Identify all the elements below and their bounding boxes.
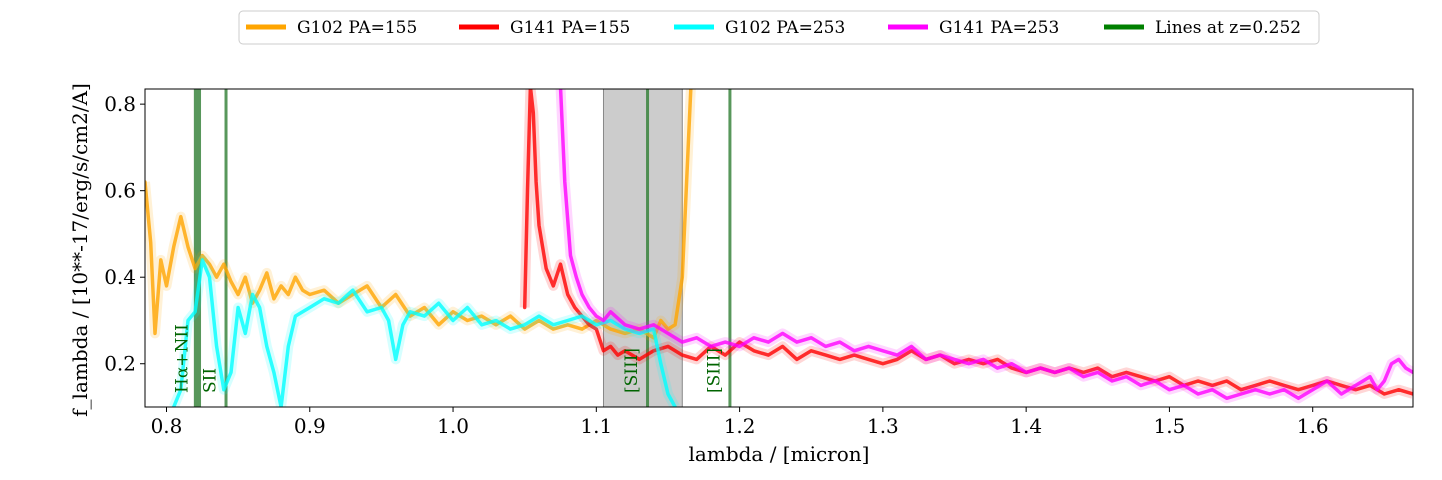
x-tick-label: 1.1 (580, 414, 612, 438)
legend: G102 PA=155 G141 PA=155 G102 PA=253 G141 PA… (238, 10, 1320, 45)
legend-label: G102 PA=155 (297, 18, 417, 38)
emission-line-label: SII (201, 368, 221, 393)
series-line-g141-pa-155 (522, 89, 1413, 396)
y-tick-label: 0.8 (104, 92, 136, 116)
x-tick-label: 1.4 (1010, 414, 1042, 438)
emission-line-marker (728, 89, 732, 407)
series-line-g102-pa-253 (171, 258, 677, 407)
x-tick-label: 1.0 (437, 414, 469, 438)
series-line-g141-pa-253 (558, 89, 1413, 401)
x-tick-label: 1.6 (1297, 414, 1329, 438)
legend-box (238, 10, 1320, 45)
x-axis-label: lambda / [micron] (689, 442, 870, 466)
legend-label: Lines at z=0.252 (1155, 18, 1301, 38)
legend-label: G102 PA=253 (725, 18, 845, 38)
series-line-g102-pa-155 (145, 89, 693, 340)
y-tick-label: 0.2 (104, 352, 136, 376)
x-tick-label: 1.5 (1154, 414, 1186, 438)
legend-label: G141 PA=155 (510, 18, 630, 38)
legend-label: G141 PA=253 (939, 18, 1059, 38)
x-tick-label: 0.9 (294, 414, 326, 438)
y-tick-label: 0.4 (104, 265, 136, 289)
emission-line-marker (193, 89, 202, 407)
emission-line-label: [SIII] (622, 348, 642, 393)
emission-line-label: [SIII] (705, 348, 725, 393)
x-tick-label: 0.8 (151, 414, 183, 438)
x-tick-label: 1.2 (724, 414, 756, 438)
emission-line-marker (646, 89, 650, 407)
y-axis-label: f_lambda / [10**-17/erg/s/cm2/A] (68, 83, 92, 417)
y-tick-label: 0.6 (104, 179, 136, 203)
x-tick-label: 1.3 (867, 414, 899, 438)
emission-line-label: Hα+NII (172, 324, 192, 393)
plot-frame (144, 88, 1414, 408)
emission-line-marker (224, 89, 228, 407)
